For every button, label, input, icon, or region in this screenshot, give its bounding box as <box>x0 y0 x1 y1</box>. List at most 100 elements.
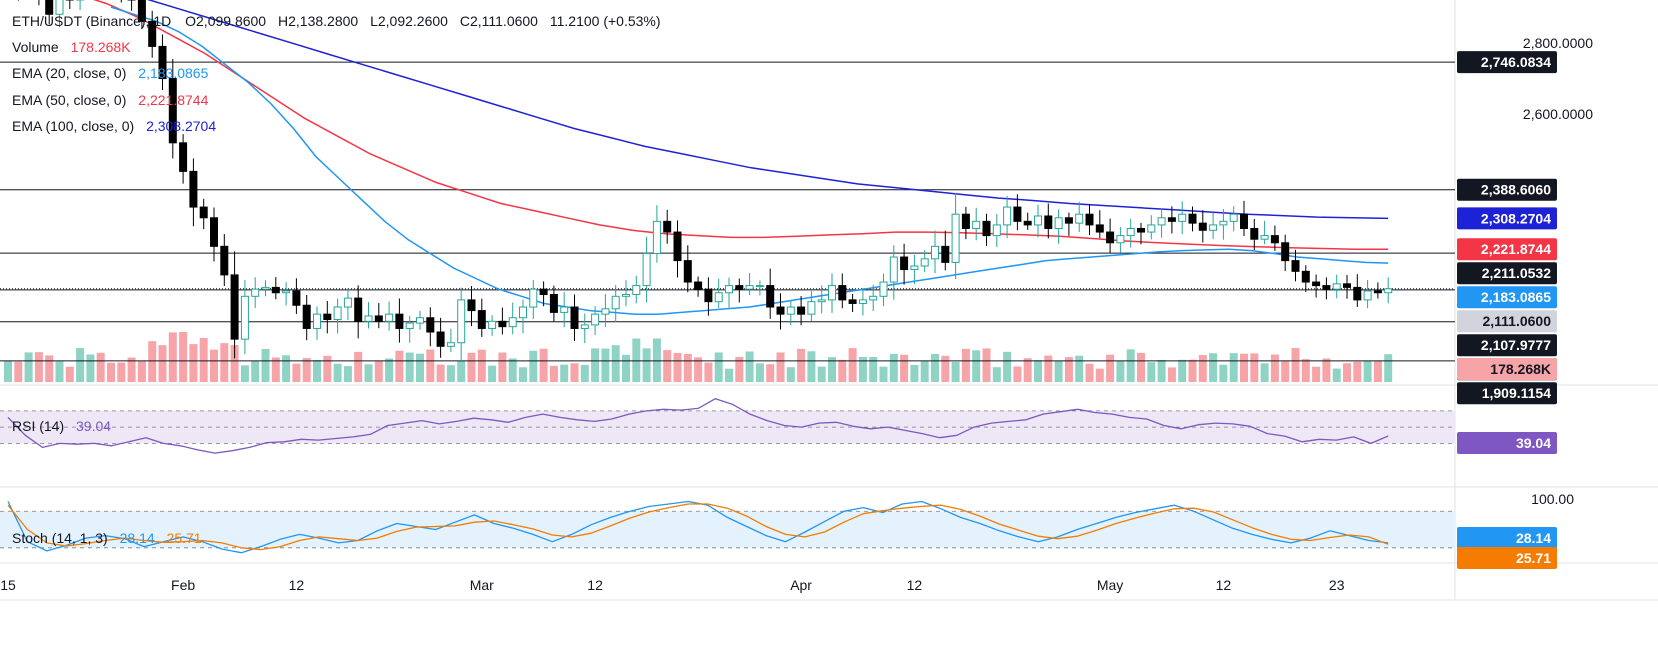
volume-tag-bg <box>1457 358 1557 380</box>
candle-up <box>1229 213 1238 222</box>
level-tag: 1,909.1154 <box>1457 382 1557 405</box>
candle-up <box>889 256 898 283</box>
volume-legend[interactable]: Volume 178.268K <box>12 39 131 55</box>
volume-value: 178.268K <box>70 39 131 55</box>
volume-bar <box>261 348 270 382</box>
candle-up <box>817 299 826 303</box>
candle-down <box>467 299 476 312</box>
candle-up <box>828 285 836 301</box>
candle-up <box>1178 213 1187 222</box>
stoch-axis-tick: 100.00 <box>1531 491 1574 507</box>
candle-down <box>1044 215 1053 229</box>
volume-bar <box>220 343 229 382</box>
x-axis-tick: 12 <box>907 577 923 593</box>
volume-bar <box>580 364 589 382</box>
candle-up <box>972 220 981 229</box>
volume-bar <box>313 359 321 382</box>
symbol-title[interactable]: ETH/USDT (Binance), 1D <box>12 13 172 29</box>
candle-down <box>797 306 806 315</box>
volume-bar <box>1188 359 1197 382</box>
ema20-legend[interactable]: EMA (20, close, 0) 2,183.0865 <box>12 65 208 81</box>
volume-bar <box>828 357 836 382</box>
volume-bar <box>343 366 352 382</box>
candle-down <box>900 256 909 271</box>
price-tag: 2,111.0600 <box>1457 310 1557 333</box>
volume-bar <box>1229 353 1238 382</box>
volume-bar <box>519 367 527 382</box>
stoch-k-tag-bg <box>1457 527 1557 549</box>
level-tag: 2,107.9777 <box>1457 334 1557 357</box>
candle-down <box>271 286 280 294</box>
candle-down <box>776 306 785 315</box>
candle-down <box>683 260 692 283</box>
volume-bar <box>1260 363 1269 382</box>
candle-up <box>931 245 939 260</box>
candle-down <box>1188 213 1197 224</box>
candle-up <box>1209 224 1218 231</box>
volume-bar <box>972 350 981 382</box>
volume-bar <box>1219 364 1228 382</box>
volume-bar <box>1003 351 1012 382</box>
volume-bar <box>1157 359 1166 382</box>
candle-up <box>1157 217 1166 226</box>
volume-bar <box>673 352 682 382</box>
level-tag-label: 2,746.0834 <box>1481 54 1551 70</box>
candle-up <box>879 281 888 297</box>
candle-down <box>1095 224 1104 233</box>
volume-bar <box>797 348 806 382</box>
volume-bar <box>1270 354 1279 382</box>
ema20-label: EMA (20, close, 0) <box>12 65 127 81</box>
level-tag-label: 2,211.0532 <box>1482 265 1552 281</box>
volume-bar <box>632 338 641 382</box>
candle-up <box>1054 217 1063 229</box>
candle-up <box>1219 220 1228 226</box>
ema50-value: 2,221.8744 <box>138 92 209 108</box>
candle-down <box>1023 220 1032 226</box>
volume-bar <box>694 357 703 382</box>
candle-down <box>158 45 167 80</box>
volume-bar <box>941 355 950 382</box>
candle-up <box>343 297 352 308</box>
level-tag-bg <box>1457 382 1557 405</box>
price-tag-bg <box>1457 238 1557 261</box>
candle-up <box>405 322 414 329</box>
stoch-d-line <box>7 503 1389 551</box>
volume-bar <box>374 360 383 382</box>
candle-down <box>1281 242 1290 262</box>
volume-bar <box>1023 358 1032 382</box>
ema100-legend[interactable]: EMA (100, close, 0) 2,308.2704 <box>12 118 216 134</box>
ohlc-header: ETH/USDT (Binance), 1D O2,099.8600 H2,13… <box>12 13 661 29</box>
stoch-d-tag-label: 25.71 <box>1516 550 1551 566</box>
stoch-legend[interactable]: Stoch (14, 1, 3) 28.14 25.71 <box>12 530 202 546</box>
ema50-legend[interactable]: EMA (50, close, 0) 2,221.8744 <box>12 92 208 108</box>
candle-up <box>385 313 394 322</box>
candle-up <box>1003 206 1012 226</box>
price-tag-bg <box>1457 310 1557 333</box>
open-label: O <box>185 13 197 29</box>
candle-down <box>549 294 558 313</box>
low-value: 2,092.2600 <box>377 13 448 29</box>
candle-up <box>240 295 249 340</box>
volume-bar <box>1064 357 1073 382</box>
volume-bar <box>725 368 733 382</box>
rsi-legend[interactable]: RSI (14) 39.04 <box>12 418 111 434</box>
candle-up <box>364 315 373 322</box>
candle-down <box>1106 231 1115 244</box>
price-tag-bg <box>1457 207 1557 230</box>
candle-down <box>1353 286 1362 301</box>
candle-down <box>45 0 54 15</box>
volume-bar <box>807 351 816 382</box>
candle-down <box>148 20 157 47</box>
volume-bar <box>55 361 64 382</box>
volume-bar <box>900 354 909 382</box>
volume-bar <box>395 350 404 382</box>
candle-up <box>611 295 620 310</box>
rsi-tag-bg <box>1457 432 1557 454</box>
candle-up <box>446 342 455 347</box>
volume-bar <box>1137 352 1145 382</box>
candle-down <box>848 299 857 304</box>
volume-bar <box>1373 360 1382 382</box>
volume-bar <box>1167 367 1176 382</box>
volume-bar <box>416 353 424 382</box>
